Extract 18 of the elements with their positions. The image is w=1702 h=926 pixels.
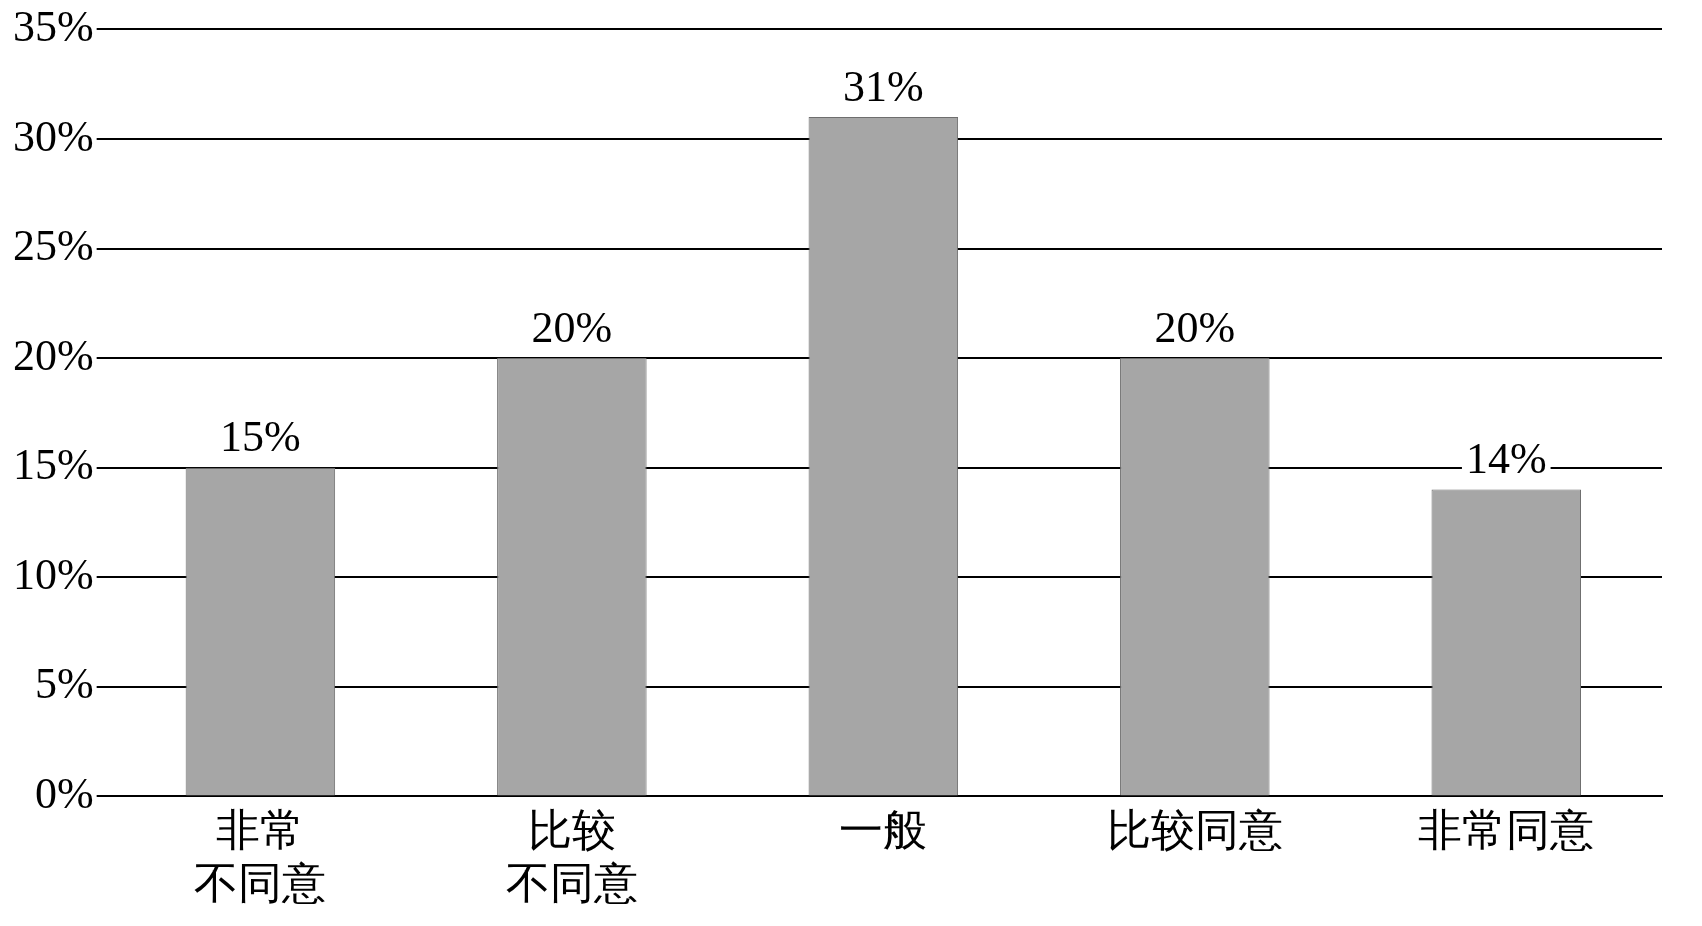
x-tick-label: 非常同意 bbox=[1418, 806, 1595, 856]
data-label: 14% bbox=[1465, 434, 1547, 484]
data-label: 15% bbox=[220, 412, 301, 462]
y-tick-label: 25% bbox=[13, 221, 94, 271]
x-tick-label: 一般 bbox=[839, 806, 928, 856]
data-label: 31% bbox=[843, 61, 924, 111]
y-tick-label: 20% bbox=[13, 330, 94, 380]
data-label: 20% bbox=[1154, 302, 1236, 352]
y-tick-label: 30% bbox=[13, 111, 94, 161]
y-tick-label: 15% bbox=[13, 440, 94, 490]
y-tick-label: 0% bbox=[35, 768, 94, 818]
y-tick-label: 5% bbox=[35, 659, 94, 709]
x-tick-label: 比较同意 bbox=[1106, 806, 1283, 856]
y-tick-label: 10% bbox=[13, 549, 94, 599]
x-tick-label: 比较不同意 bbox=[505, 806, 638, 909]
x-tick-label: 非常不同意 bbox=[194, 806, 327, 909]
y-tick-label: 35% bbox=[13, 1, 94, 51]
data-label: 20% bbox=[531, 302, 613, 352]
